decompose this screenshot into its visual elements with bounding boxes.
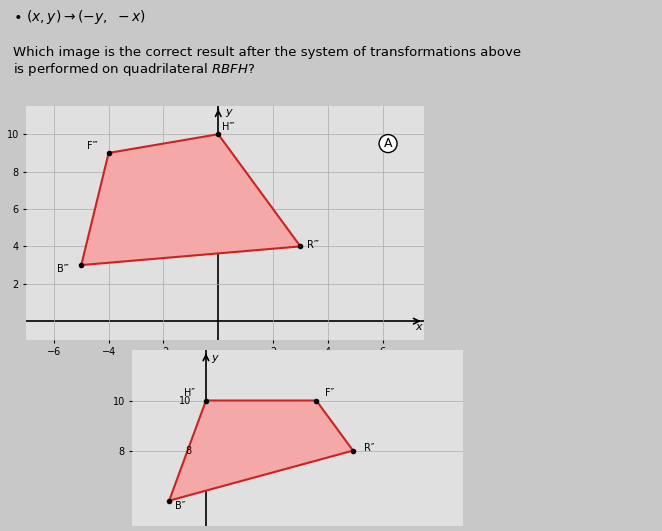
- Text: B‴: B‴: [57, 263, 68, 273]
- Polygon shape: [169, 400, 353, 501]
- Polygon shape: [81, 134, 301, 265]
- Text: F‴: F‴: [87, 141, 97, 151]
- Text: R‴: R‴: [307, 240, 319, 250]
- Text: F″: F″: [326, 388, 335, 398]
- Text: y: y: [211, 353, 218, 363]
- Text: y: y: [225, 107, 232, 117]
- Text: 8: 8: [185, 446, 191, 456]
- Text: A: A: [384, 137, 393, 150]
- Text: H″: H″: [184, 388, 195, 398]
- Text: 10: 10: [179, 396, 191, 406]
- Text: x: x: [415, 322, 422, 331]
- Text: $\bullet$ $(x, y) \rightarrow (-y,\ -x)$: $\bullet$ $(x, y) \rightarrow (-y,\ -x)$: [13, 7, 146, 25]
- Text: H‴: H‴: [222, 123, 235, 133]
- Text: B″: B″: [175, 501, 185, 511]
- Text: R″: R″: [364, 443, 375, 452]
- Text: Which image is the correct result after the system of transformations above
is p: Which image is the correct result after …: [13, 46, 522, 78]
